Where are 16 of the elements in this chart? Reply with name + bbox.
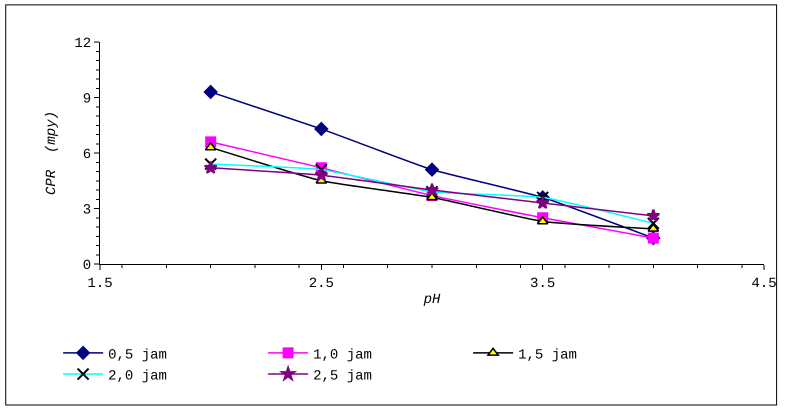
- y-tick-label: 9: [82, 91, 92, 108]
- x-tick-label: 1.5: [87, 276, 113, 292]
- legend-label: 0,5 jam: [108, 347, 167, 364]
- legend-label: 1,0 jam: [313, 347, 372, 364]
- legend-label: 2,5 jam: [313, 368, 372, 385]
- legend-label: 2,0 jam: [108, 368, 167, 385]
- x-tick-label: 2.5: [308, 276, 334, 292]
- y-tick-label: 12: [74, 36, 92, 52]
- y-tick-label: 3: [82, 202, 92, 218]
- legend-label: 1,5 jam: [518, 347, 577, 364]
- y-tick-label: 0: [82, 258, 92, 274]
- x-tick-label: 4.5: [751, 276, 777, 292]
- y-axis-title: CPR (mpy): [44, 110, 60, 196]
- y-tick-label: 6: [82, 146, 92, 163]
- x-tick-label: 3.5: [530, 276, 556, 292]
- x-axis-title: pH: [422, 292, 441, 308]
